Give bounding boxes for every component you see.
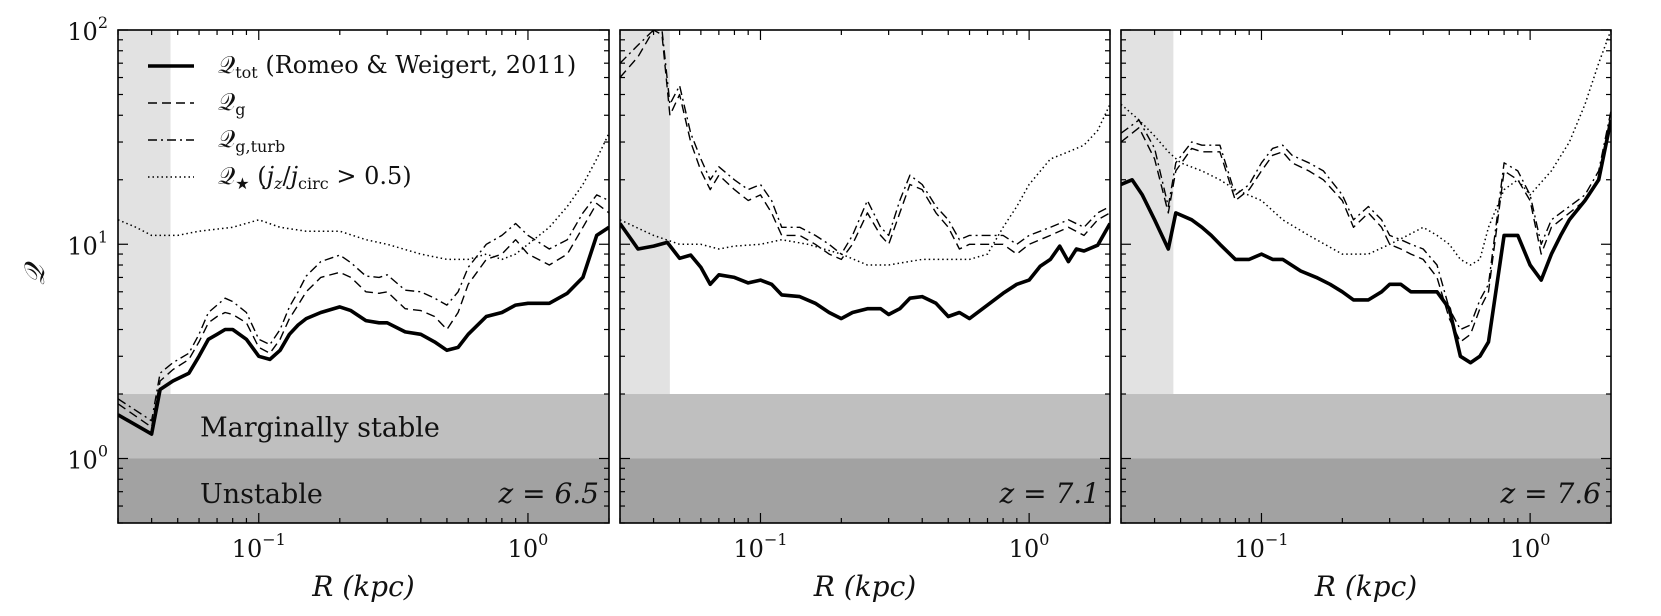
panel-2: 10−1 100 z = 7.1 R (kpc) [619, 29, 1111, 603]
redshift-label: z = 7.1 [998, 477, 1100, 510]
legend-label-g: 𝒬g [218, 88, 245, 119]
plot-frame [117, 29, 610, 524]
redshift-label: z = 6.5 [497, 477, 599, 510]
plot-frame [619, 29, 1111, 524]
plot-frame [1120, 29, 1612, 524]
inner-shade-region [1121, 30, 1174, 395]
x-axis: 10−1 100 [619, 30, 1111, 563]
x-axis-label: R (kpc) [311, 570, 414, 603]
unstable-region [620, 458, 1110, 523]
q-g-turb-line [1121, 110, 1611, 331]
x-tick-label: 10−1 [232, 530, 286, 563]
legend-label-star: 𝒬★ (jz/jcirc > 0.5) [218, 162, 412, 193]
q-star-line [118, 132, 609, 261]
x-axis-label: R (kpc) [1314, 570, 1417, 603]
y-tick-label: 100 [67, 442, 108, 475]
x-tick-label: 100 [508, 530, 549, 563]
x-tick-label: 10−1 [1234, 530, 1288, 563]
marginal-region [1121, 394, 1611, 459]
inner-shade-region [118, 30, 171, 395]
q-tot-line [118, 225, 609, 436]
legend-label-gturb: 𝒬g,turb [218, 125, 285, 156]
x-tick-label: 100 [1510, 530, 1551, 563]
q-tot-line [1121, 119, 1611, 365]
unstable-region-label: Unstable [200, 479, 323, 510]
x-tick-label: 100 [1009, 530, 1050, 563]
q-g-line [1121, 115, 1611, 343]
legend: 𝒬tot (Romeo & Weigert, 2011) 𝒬g 𝒬g,turb … [148, 51, 576, 193]
y-axis-label: 𝒬 [18, 261, 51, 285]
y-axis [620, 29, 1110, 524]
y-axis [1121, 29, 1611, 524]
y-axis: 100 101 102 [67, 13, 609, 524]
y-tick-label: 101 [67, 227, 108, 260]
q-star-line [1121, 30, 1611, 266]
unstable-region [118, 458, 609, 523]
q-g-turb-line [118, 194, 609, 422]
legend-label-tot: 𝒬tot (Romeo & Weigert, 2011) [218, 51, 576, 82]
marginal-region [620, 394, 1110, 459]
q-g-line [118, 202, 609, 428]
redshift-label: z = 7.6 [1499, 477, 1601, 510]
marginal-region [118, 394, 609, 459]
x-tick-label: 10−1 [733, 530, 787, 563]
q-g-line [620, 30, 1110, 261]
x-axis: 10−1 100 [117, 30, 610, 563]
x-axis-label: R (kpc) [813, 570, 916, 603]
panel-3: 10−1 100 z = 7.6 R (kpc) [1120, 29, 1612, 603]
q-tot-line [620, 222, 1110, 321]
panel-1: 10−1 100 100 101 102 z = 6.5 R (kpc) Margin… [67, 13, 610, 603]
q-g-turb-line [620, 30, 1110, 255]
marginal-region-label: Marginally stable [200, 412, 440, 443]
unstable-region [1121, 458, 1611, 523]
x-axis: 10−1 100 [1120, 30, 1612, 563]
y-tick-label: 102 [67, 13, 108, 46]
inner-shade-region [620, 30, 670, 395]
